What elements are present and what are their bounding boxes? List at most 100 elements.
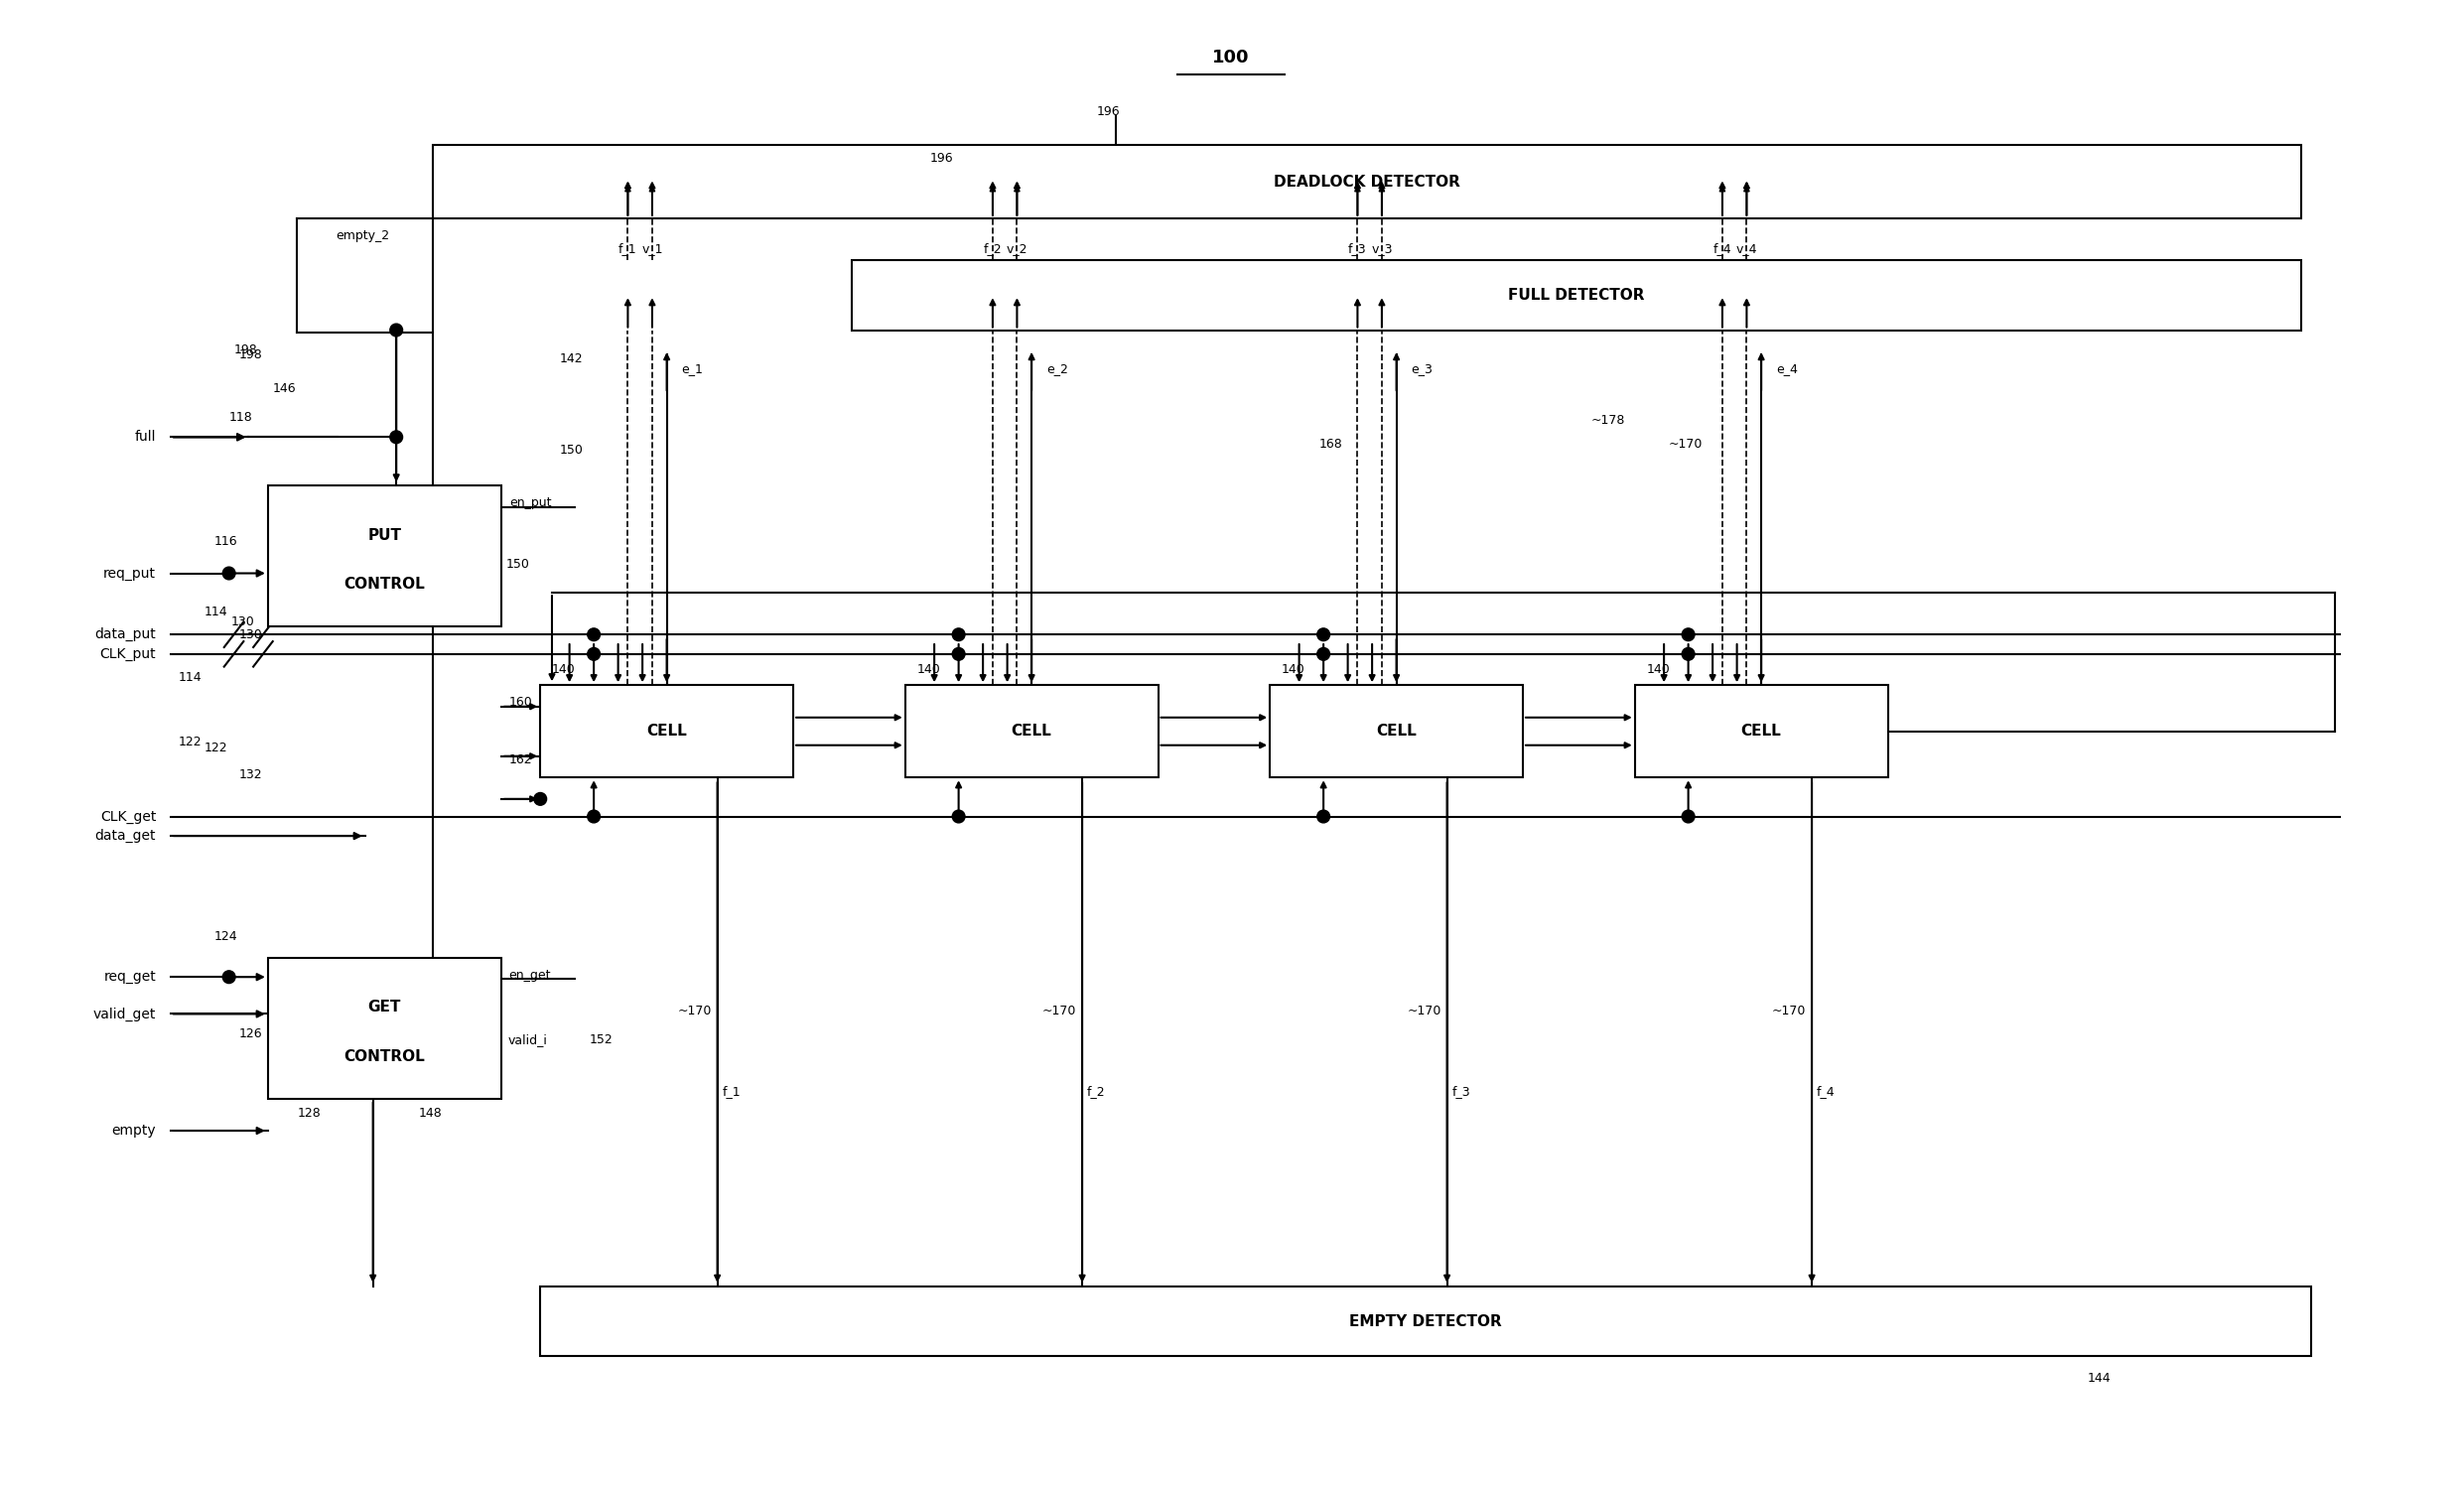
Text: req_put: req_put xyxy=(103,567,155,580)
Circle shape xyxy=(222,567,234,580)
Text: 160: 160 xyxy=(510,696,532,710)
Text: 140: 140 xyxy=(1281,664,1306,676)
Text: ~178: ~178 xyxy=(1592,414,1626,427)
Text: v_1: v_1 xyxy=(641,243,663,254)
Text: empty: empty xyxy=(111,1123,155,1138)
Text: ~170: ~170 xyxy=(1668,437,1703,451)
Text: CONTROL: CONTROL xyxy=(345,577,426,592)
Bar xyxy=(269,485,500,626)
Circle shape xyxy=(535,793,547,805)
Text: f_2: f_2 xyxy=(983,243,1003,254)
Text: e_3: e_3 xyxy=(1412,363,1432,375)
Text: 118: 118 xyxy=(229,411,251,424)
Text: f_4: f_4 xyxy=(1816,1085,1836,1098)
Text: ~170: ~170 xyxy=(1407,1004,1441,1018)
Text: DEADLOCK DETECTOR: DEADLOCK DETECTOR xyxy=(1274,174,1461,189)
Text: 196: 196 xyxy=(929,152,954,164)
Circle shape xyxy=(222,970,234,984)
Text: ~170: ~170 xyxy=(1042,1004,1077,1018)
Circle shape xyxy=(951,809,966,823)
Circle shape xyxy=(586,809,601,823)
Circle shape xyxy=(1683,628,1695,641)
Text: 124: 124 xyxy=(214,930,239,942)
Text: CELL: CELL xyxy=(1377,723,1417,740)
Text: FULL DETECTOR: FULL DETECTOR xyxy=(1508,287,1643,302)
Text: f_3: f_3 xyxy=(1348,243,1368,254)
Text: 114: 114 xyxy=(177,671,202,684)
Circle shape xyxy=(1318,809,1331,823)
Text: CLK_get: CLK_get xyxy=(101,809,155,823)
Text: 150: 150 xyxy=(505,558,530,570)
Circle shape xyxy=(1683,809,1695,823)
Text: f_2: f_2 xyxy=(1087,1085,1106,1098)
Bar xyxy=(434,146,2301,219)
Text: 140: 140 xyxy=(917,664,941,676)
Text: 114: 114 xyxy=(205,606,229,619)
Circle shape xyxy=(389,430,402,443)
Text: 122: 122 xyxy=(205,743,229,754)
Text: 130: 130 xyxy=(239,628,261,641)
Text: 198: 198 xyxy=(239,348,261,362)
Bar xyxy=(853,260,2301,330)
Text: 126: 126 xyxy=(239,1027,261,1040)
Text: en_put: en_put xyxy=(510,497,552,510)
Text: v_2: v_2 xyxy=(1005,243,1027,254)
Text: valid_i: valid_i xyxy=(508,1033,547,1046)
Text: CELL: CELL xyxy=(1742,723,1781,740)
Circle shape xyxy=(1683,647,1695,661)
Bar xyxy=(1634,684,1887,778)
Text: 128: 128 xyxy=(298,1107,320,1119)
Text: PUT: PUT xyxy=(367,528,402,543)
Text: 162: 162 xyxy=(510,753,532,766)
Text: 142: 142 xyxy=(559,353,584,366)
Text: 198: 198 xyxy=(234,344,256,356)
Text: 140: 140 xyxy=(1646,664,1671,676)
Text: CELL: CELL xyxy=(646,723,687,740)
Text: 132: 132 xyxy=(239,768,261,781)
Text: CELL: CELL xyxy=(1010,723,1052,740)
Bar xyxy=(540,684,793,778)
Text: 116: 116 xyxy=(214,534,239,548)
Text: e_1: e_1 xyxy=(683,363,702,375)
Text: 122: 122 xyxy=(177,735,202,748)
Bar xyxy=(1269,684,1523,778)
Text: valid_get: valid_get xyxy=(94,1007,155,1021)
Text: 148: 148 xyxy=(419,1107,441,1119)
Text: EMPTY DETECTOR: EMPTY DETECTOR xyxy=(1350,1314,1503,1329)
Text: 144: 144 xyxy=(2087,1372,2112,1385)
Text: 168: 168 xyxy=(1318,437,1343,451)
Text: f_3: f_3 xyxy=(1451,1085,1471,1098)
Bar xyxy=(269,958,500,1098)
Text: en_get: en_get xyxy=(508,969,549,982)
Text: req_get: req_get xyxy=(103,970,155,984)
Circle shape xyxy=(951,628,966,641)
Text: ~170: ~170 xyxy=(1772,1004,1806,1018)
Text: full: full xyxy=(136,430,155,443)
Text: data_get: data_get xyxy=(96,829,155,842)
Bar xyxy=(904,684,1158,778)
Text: 100: 100 xyxy=(1212,49,1249,67)
Text: 152: 152 xyxy=(589,1033,614,1046)
Text: 130: 130 xyxy=(232,616,254,628)
Circle shape xyxy=(951,647,966,661)
Bar xyxy=(540,1286,2311,1357)
Circle shape xyxy=(1318,647,1331,661)
Text: CONTROL: CONTROL xyxy=(345,1049,426,1064)
Text: f_1: f_1 xyxy=(722,1085,742,1098)
Text: CLK_put: CLK_put xyxy=(99,647,155,661)
Text: 196: 196 xyxy=(1096,104,1121,118)
Circle shape xyxy=(389,324,402,336)
Text: f_4: f_4 xyxy=(1712,243,1732,254)
Text: f_1: f_1 xyxy=(618,243,638,254)
Text: 140: 140 xyxy=(552,664,577,676)
Text: v_3: v_3 xyxy=(1370,243,1392,254)
Circle shape xyxy=(1318,628,1331,641)
Circle shape xyxy=(586,628,601,641)
Text: 150: 150 xyxy=(559,443,584,457)
Text: ~170: ~170 xyxy=(678,1004,712,1018)
Text: data_put: data_put xyxy=(94,628,155,641)
Text: e_2: e_2 xyxy=(1047,363,1067,375)
Text: GET: GET xyxy=(367,1000,402,1015)
Circle shape xyxy=(586,647,601,661)
Text: empty_2: empty_2 xyxy=(335,229,389,243)
